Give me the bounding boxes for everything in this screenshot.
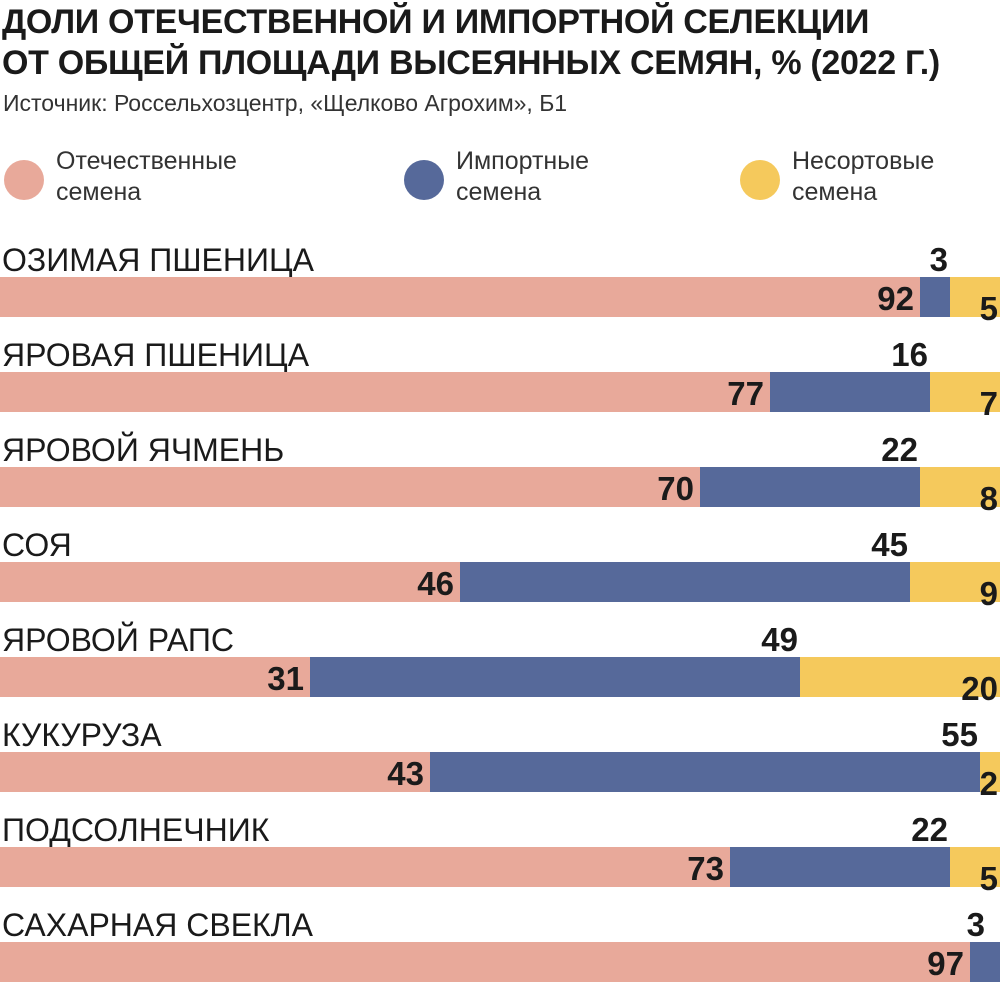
bar-row: ПОДСОЛНЕЧНИК 73 22 5 [0,811,1000,897]
category-label: КУКУРУЗА [2,717,162,753]
data-label-nonvarietal: 8 [980,480,998,517]
data-label-domestic: 92 [877,280,914,317]
data-label-imported: 3 [930,241,948,278]
bar-segment-imported [430,752,980,792]
category-label: ПОДСОЛНЕЧНИК [2,812,270,848]
legend-label-nonvarietal-line-2: семена [792,178,878,206]
category-label: СОЯ [2,527,72,563]
legend-label-imported-line-1: Импортные [456,147,590,175]
bar-segment-nonvarietal [980,752,1000,792]
data-label-imported: 3 [967,906,985,943]
bar-segment-imported [920,277,950,317]
data-label-imported: 16 [891,336,928,373]
data-label-domestic: 43 [387,755,424,792]
data-label-imported: 22 [881,431,918,468]
bar-segment-nonvarietal [910,562,1000,602]
bar-segment-imported [460,562,910,602]
bar-row: КУКУРУЗА 43 552 [0,716,1000,802]
data-label-imported: 22 [911,811,948,848]
legend-swatch-imported [404,160,444,200]
data-label-domestic: 73 [687,850,724,887]
data-label-imported: 45 [871,526,908,563]
chart-title-line-2: ОТ ОБЩЕЙ ПЛОЩАДИ ВЫСЕЯННЫХ СЕМЯН, % (202… [2,44,940,82]
category-label: ЯРОВОЙ ЯЧМЕНЬ [2,432,284,468]
legend-label-domestic-line-2: семена [56,178,142,206]
bar-segment-domestic [0,847,730,887]
bar-segment-nonvarietal [920,467,1000,507]
bar-row: ЯРОВОЙ ЯЧМЕНЬ 70 22 8 [0,431,1000,517]
bar-segment-nonvarietal [950,277,1000,317]
chart-title-line-1: ДОЛИ ОТЕЧЕСТВЕННОЙ И ИМПОРТНОЙ СЕЛЕКЦИИ [2,3,870,41]
chart-title: ДОЛИ ОТЕЧЕСТВЕННОЙ И ИМПОРТНОЙ СЕЛЕКЦИИ … [2,2,998,84]
bar-segment-domestic [0,467,700,507]
data-label-imported: 55 [941,716,978,753]
legend-swatch-domestic [4,160,44,200]
bar-row: ОЗИМАЯ ПШЕНИЦА 92 35 [0,241,1000,327]
bar-segment-imported [970,942,1000,982]
legend-label-nonvarietal: Несортовые семена [792,146,934,208]
bar-segment-domestic [0,657,310,697]
data-label-domestic: 97 [927,945,964,982]
data-label-domestic: 77 [727,375,764,412]
bar-segment-domestic [0,277,920,317]
category-label: ЯРОВОЙ РАПС [2,622,234,658]
data-label-nonvarietal: 9 [980,575,998,612]
chart-source: Источник: Россельхозцентр, «Щелково Агро… [3,90,568,116]
legend-label-imported: Импортные семена [456,146,589,208]
category-label: САХАРНАЯ СВЕКЛА [2,907,314,943]
legend-label-imported-line-2: семена [456,178,542,206]
bar-segment-imported [730,847,950,887]
bar-segment-domestic [0,562,460,602]
data-label-nonvarietal: 5 [980,860,998,897]
bar-segment-imported [700,467,920,507]
legend-swatch-nonvarietal [740,160,780,200]
legend-label-domestic-line-1: Отечественные [56,147,237,175]
bar-segment-imported [770,372,930,412]
data-label-domestic: 70 [657,470,694,507]
bar-row: СОЯ 46 45 9 [0,526,1000,612]
bar-row: ЯРОВАЯ ПШЕНИЦА 77 16 7 [0,336,1000,422]
bar-segment-domestic [0,942,970,982]
bar-segment-domestic [0,752,430,792]
data-label-nonvarietal: 2 [980,765,998,802]
bar-segment-nonvarietal [950,847,1000,887]
bar-row: САХАРНАЯ СВЕКЛА 973 [0,906,1000,982]
data-label-nonvarietal: 7 [980,385,998,422]
category-label: ОЗИМАЯ ПШЕНИЦА [2,242,315,278]
legend-label-nonvarietal-line-1: Несортовые [792,147,935,175]
legend-label-domestic: Отечественные семена [56,146,237,208]
bar-segment-nonvarietal [930,372,1000,412]
bar-segment-imported [310,657,800,697]
category-label: ЯРОВАЯ ПШЕНИЦА [2,337,310,373]
data-label-domestic: 46 [417,565,454,602]
data-label-imported: 49 [761,621,798,658]
bar-segment-domestic [0,372,770,412]
bar-segment-nonvarietal [800,657,1000,697]
data-label-nonvarietal: 20 [961,670,998,707]
data-label-nonvarietal: 5 [980,290,998,327]
bar-row: ЯРОВОЙ РАПС 31 49 20 [0,621,1000,707]
data-label-domestic: 31 [267,660,304,697]
